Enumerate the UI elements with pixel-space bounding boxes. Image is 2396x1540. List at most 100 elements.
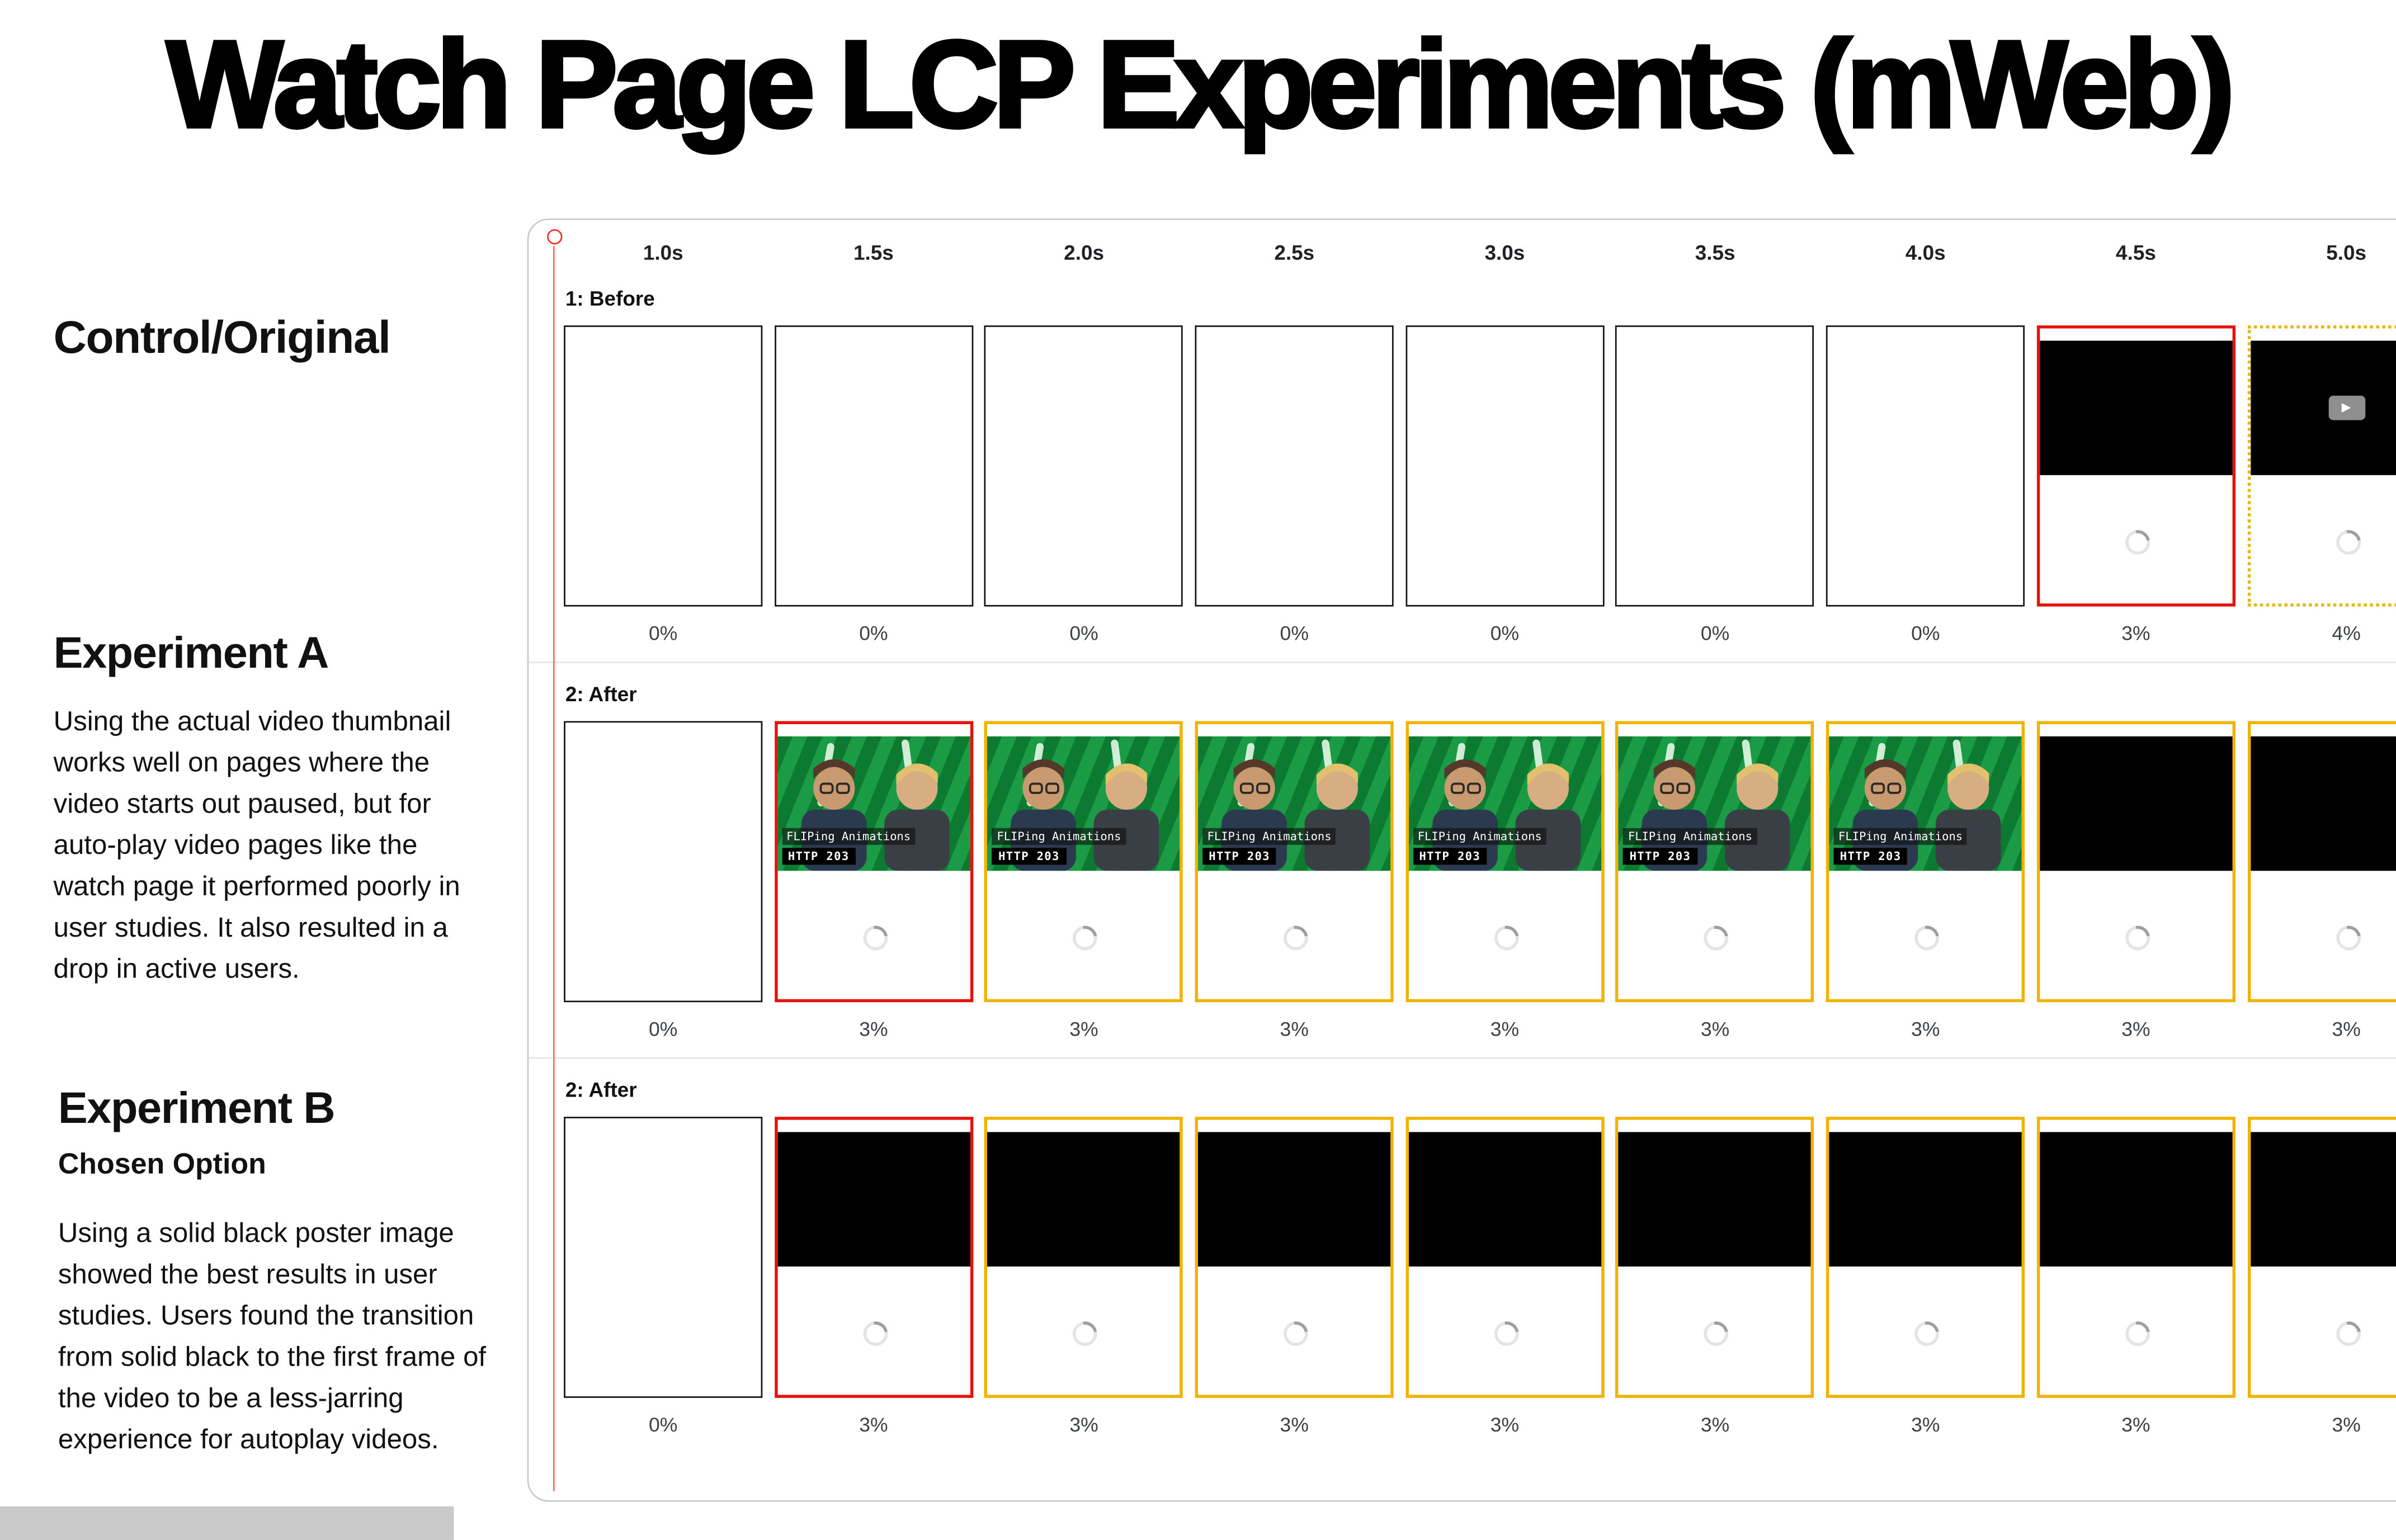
thumbnail-badge: HTTP 203	[1623, 848, 1697, 865]
filmstrip-frame	[1195, 325, 1394, 607]
filmstrip-frame	[564, 1117, 763, 1398]
filmstrip-frame: FLIPing Animations HTTP 203	[1826, 721, 2025, 1003]
spinner-icon	[1279, 1316, 1313, 1351]
spinner-icon	[1068, 1316, 1103, 1351]
video-area	[1619, 1132, 1812, 1267]
filmstrip-frame	[1826, 1117, 2025, 1398]
filmstrip-frame	[564, 721, 763, 1003]
thumbnail-title: FLIPing Animations	[992, 828, 1126, 845]
percent-label: 3%	[1700, 1017, 1730, 1041]
percent-label: 0%	[1700, 621, 1730, 645]
video-thumbnail: FLIPing Animations HTTP 203	[1829, 736, 2022, 871]
experiment-b-chosen-option-label: Chosen Option	[58, 1149, 266, 1181]
video-thumbnail: FLIPing Animations HTTP 203	[1619, 736, 1812, 871]
filmstrip-frame	[2036, 1117, 2235, 1398]
filmstrip-frame	[2247, 1117, 2396, 1398]
play-icon: ▶	[2328, 395, 2365, 421]
spinner-icon	[2120, 921, 2155, 955]
spinner-icon	[2331, 921, 2365, 955]
frames-row: ▶	[564, 325, 2396, 607]
video-thumbnail: FLIPing Animations HTTP 203	[1198, 736, 1391, 871]
spinner-icon	[858, 1316, 893, 1351]
percent-label: 3%	[1069, 1413, 1098, 1437]
timeline-marker-circle-icon	[547, 229, 563, 245]
time-label: 3.5s	[1695, 241, 1735, 264]
thumbnail-badge: HTTP 203	[1202, 848, 1276, 865]
experiment-a-heading: Experiment A	[53, 629, 329, 679]
thumbnail-title: FLIPing Animations	[781, 828, 916, 845]
filmstrip-frame: FLIPing Animations HTTP 203	[984, 721, 1183, 1003]
thumbnail-overlay: FLIPing Animations HTTP 203	[781, 828, 916, 865]
timeline-marker-line	[553, 245, 555, 1491]
time-label: 1.5s	[853, 241, 894, 264]
spinner-icon	[1699, 1316, 1734, 1351]
percent-label: 0%	[1069, 621, 1098, 645]
percent-row: 0% 3% 3% 3% 3% 3% 3% 3% 3%	[564, 1413, 2396, 1450]
percent-label: 3%	[2121, 621, 2150, 645]
thumbnail-title: FLIPing Animations	[1413, 828, 1546, 845]
spinner-icon	[1279, 921, 1313, 955]
percent-label: 3%	[1911, 1413, 1940, 1437]
percent-label: 3%	[859, 1017, 888, 1041]
filmstrip-frame: FLIPing Animations HTTP 203	[1195, 721, 1394, 1003]
percent-label: 3%	[859, 1413, 888, 1437]
video-area	[2039, 341, 2233, 475]
filmstrip-frame	[774, 1117, 973, 1398]
percent-label: 3%	[2332, 1017, 2361, 1041]
filmstrip-frame	[2036, 325, 2235, 607]
filmstrip-frame	[2036, 721, 2235, 1003]
video-thumbnail: FLIPing Animations HTTP 203	[777, 736, 970, 871]
thumbnail-badge: HTTP 203	[992, 848, 1066, 865]
thumbnail-title: FLIPing Animations	[1202, 828, 1336, 845]
spinner-icon	[2331, 1316, 2365, 1351]
percent-label: 0%	[1490, 621, 1520, 645]
video-area	[2039, 1132, 2233, 1267]
thumbnail-title: FLIPing Animations	[1833, 828, 1968, 845]
filmstrip-rows: 1: Before ▶ 0% 0% 0% 0% 0% 0% 0% 3% 4% 2: After FLIP…	[529, 267, 2396, 1453]
video-thumbnail: FLIPing Animations HTTP 203	[987, 736, 1181, 871]
filmstrip-frame	[1616, 1117, 1815, 1398]
video-area	[777, 1132, 970, 1267]
filmstrip-frame	[1405, 1117, 1605, 1398]
bottom-left-partial-element	[0, 1506, 454, 1540]
experiment-b-body: Using a solid black poster image showed …	[58, 1217, 487, 1454]
thumbnail-badge: HTTP 203	[781, 848, 856, 865]
thumbnail-badge: HTTP 203	[1833, 848, 1908, 865]
time-label: 4.5s	[2116, 241, 2156, 264]
time-label: 2.0s	[1064, 241, 1104, 264]
percent-label: 0%	[649, 1413, 678, 1437]
percent-label: 0%	[649, 621, 678, 645]
video-area	[1829, 1132, 2022, 1267]
video-area	[2250, 736, 2396, 871]
percent-label: 3%	[1911, 1017, 1940, 1041]
page-title: Watch Page LCP Experiments (mWeb)	[164, 15, 2237, 156]
control-original-label: Control/Original	[53, 313, 391, 364]
percent-label: 3%	[2121, 1413, 2150, 1437]
filmstrip-frame	[1405, 325, 1605, 607]
percent-label: 3%	[2332, 1413, 2361, 1437]
percent-label: 0%	[859, 621, 888, 645]
thumbnail-overlay: FLIPing Animations HTTP 203	[1202, 828, 1336, 865]
video-area	[2039, 736, 2233, 871]
spinner-icon	[1910, 1316, 1944, 1351]
filmstrip-frame	[1195, 1117, 1394, 1398]
filmstrip-frame	[564, 325, 763, 607]
percent-label: 3%	[2121, 1017, 2150, 1041]
row-label: 2: After	[565, 683, 637, 706]
time-label: 5.0s	[2326, 241, 2367, 264]
thumbnail-overlay: FLIPing Animations HTTP 203	[992, 828, 1126, 865]
percent-label: 3%	[1280, 1413, 1309, 1437]
row-label: 2: After	[565, 1078, 637, 1102]
percent-label: 0%	[1911, 621, 1940, 645]
filmstrip-frame	[2247, 721, 2396, 1003]
video-thumbnail: FLIPing Animations HTTP 203	[1408, 736, 1601, 871]
video-area: ▶	[2250, 341, 2396, 475]
spinner-icon	[1699, 921, 1734, 955]
thumbnail-badge: HTTP 203	[1413, 848, 1487, 865]
spinner-icon	[2331, 525, 2365, 560]
percent-row: 0% 3% 3% 3% 3% 3% 3% 3% 3%	[564, 1018, 2396, 1055]
filmstrip-frame	[1826, 325, 2025, 607]
spinner-icon	[1910, 921, 1944, 955]
spinner-icon	[858, 921, 893, 955]
